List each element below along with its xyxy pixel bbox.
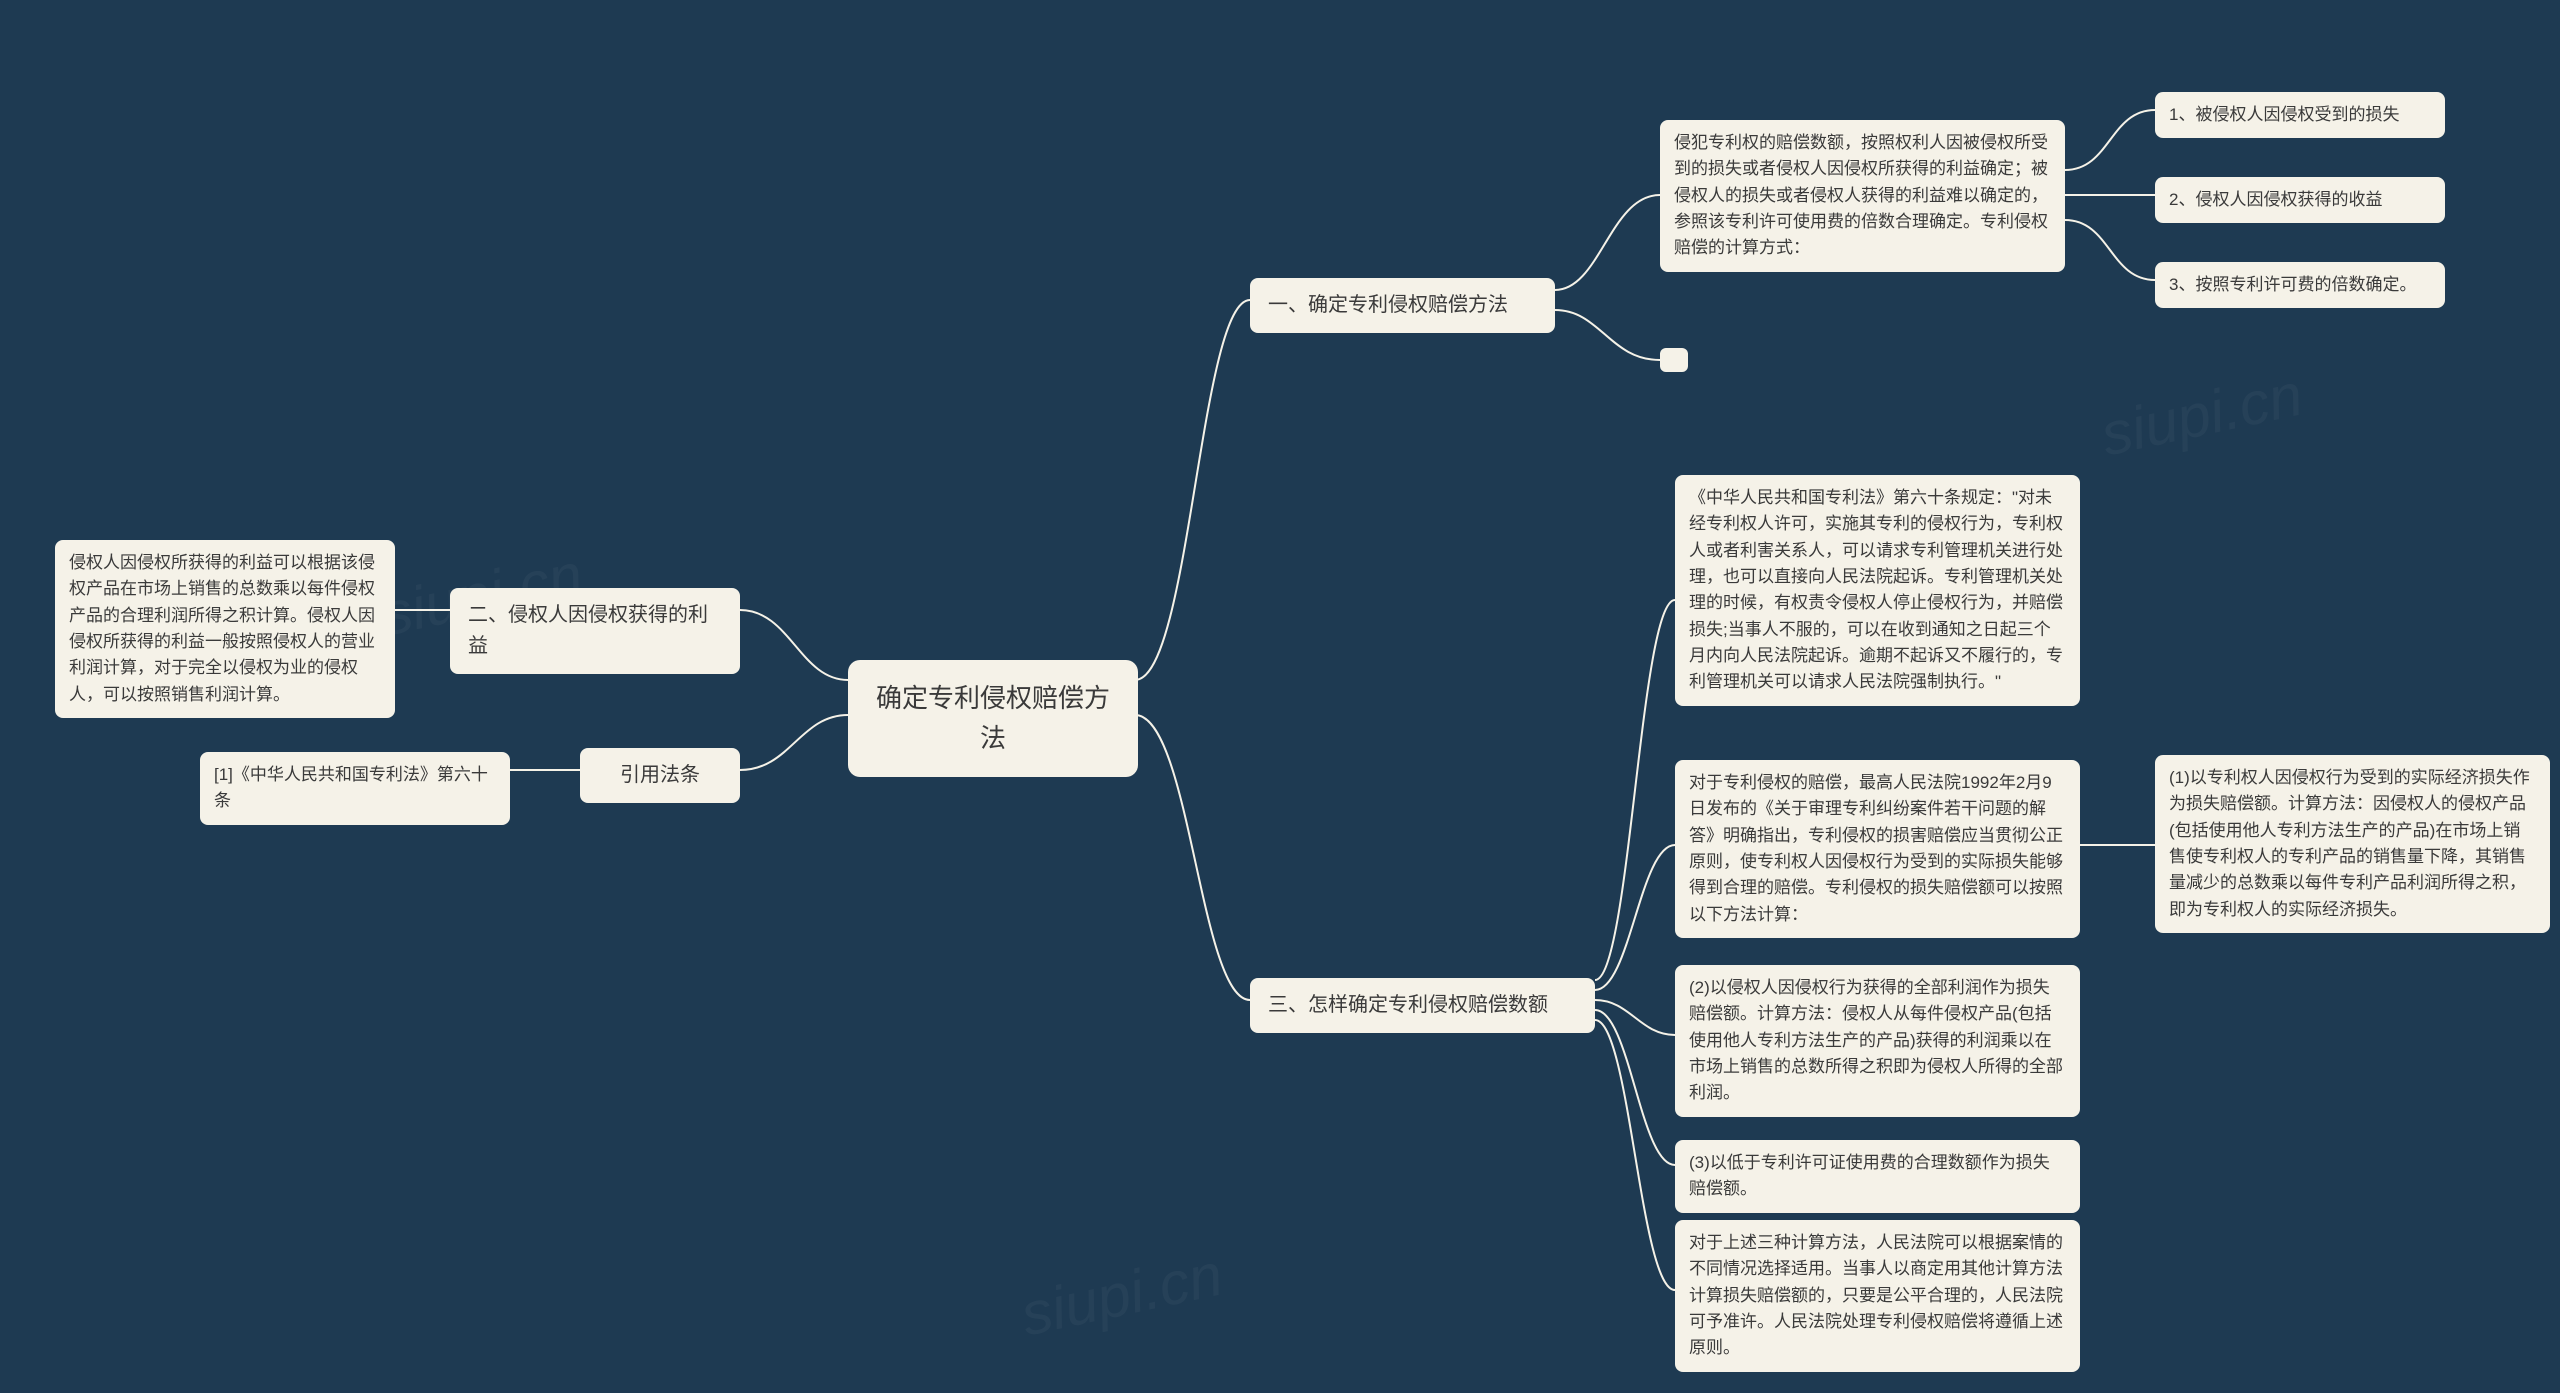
watermark: siupi.cn [2095, 360, 2308, 470]
leaf-right-1-1: 侵犯专利权的赔偿数额，按照权利人因被侵权所受到的损失或者侵权人因侵权所获得的利益… [1660, 120, 2065, 272]
branch-right-3: 三、怎样确定专利侵权赔偿数额 [1250, 978, 1595, 1033]
leaf-right-3-2-1: (1)以专利权人因侵权行为受到的实际经济损失作为损失赔偿额。计算方法：因侵权人的… [2155, 755, 2550, 933]
leaf-right-1-1-2: 2、侵权人因侵权获得的收益 [2155, 177, 2445, 223]
leaf-left-2-1: [1]《中华人民共和国专利法》第六十条 [200, 752, 510, 825]
leaf-right-1-1-1: 1、被侵权人因侵权受到的损失 [2155, 92, 2445, 138]
branch-left-1: 二、侵权人因侵权获得的利益 [450, 588, 740, 674]
leaf-left-1-1: 侵权人因侵权所获得的利益可以根据该侵权产品在市场上销售的总数乘以每件侵权产品的合… [55, 540, 395, 718]
leaf-right-1-1-3: 3、按照专利许可费的倍数确定。 [2155, 262, 2445, 308]
root-node: 确定专利侵权赔偿方法 [848, 660, 1138, 777]
leaf-right-3-2: 对于专利侵权的赔偿，最高人民法院1992年2月9日发布的《关于审理专利纠纷案件若… [1675, 760, 2080, 938]
leaf-right-3-3: (2)以侵权人因侵权行为获得的全部利润作为损失赔偿额。计算方法：侵权人从每件侵权… [1675, 965, 2080, 1117]
branch-left-2: 引用法条 [580, 748, 740, 803]
empty-node [1660, 348, 1688, 372]
leaf-right-3-5: 对于上述三种计算方法，人民法院可以根据案情的不同情况选择适用。当事人以商定用其他… [1675, 1220, 2080, 1372]
leaf-right-3-1: 《中华人民共和国专利法》第六十条规定："对未经专利权人许可，实施其专利的侵权行为… [1675, 475, 2080, 706]
branch-right-1: 一、确定专利侵权赔偿方法 [1250, 278, 1555, 333]
watermark: siupi.cn [1015, 1240, 1228, 1350]
leaf-right-3-4: (3)以低于专利许可证使用费的合理数额作为损失赔偿额。 [1675, 1140, 2080, 1213]
